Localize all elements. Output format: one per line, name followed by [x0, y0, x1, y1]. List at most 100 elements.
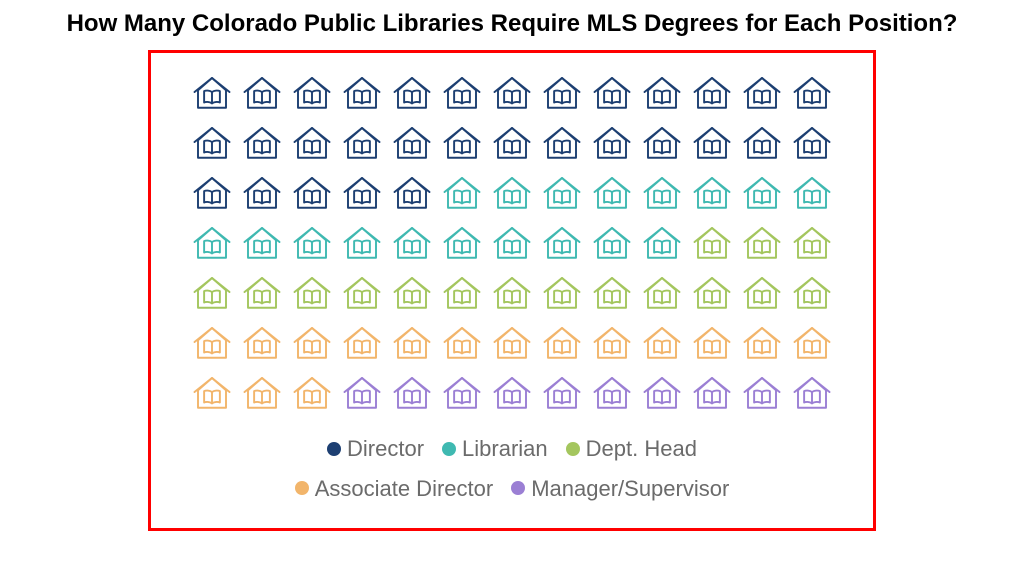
library-house-icon [391, 121, 433, 163]
library-house-icon [241, 171, 283, 213]
library-house-icon [191, 321, 233, 363]
legend-dot-icon [327, 442, 341, 456]
library-house-icon [691, 221, 733, 263]
library-house-icon [741, 121, 783, 163]
legend-dot-icon [295, 481, 309, 495]
library-house-icon [491, 121, 533, 163]
library-house-icon [191, 221, 233, 263]
legend-dot-icon [511, 481, 525, 495]
library-house-icon [341, 221, 383, 263]
library-house-icon [191, 271, 233, 313]
library-house-icon [641, 71, 683, 113]
library-house-icon [241, 271, 283, 313]
library-house-icon [691, 321, 733, 363]
library-house-icon [541, 171, 583, 213]
library-house-icon [241, 221, 283, 263]
library-house-icon [541, 271, 583, 313]
library-house-icon [341, 371, 383, 413]
library-house-icon [791, 221, 833, 263]
pictogram-grid [191, 71, 833, 413]
library-house-icon [791, 121, 833, 163]
library-house-icon [291, 71, 333, 113]
library-house-icon [491, 221, 533, 263]
legend-label: Librarian [462, 429, 548, 469]
library-house-icon [441, 121, 483, 163]
library-house-icon [441, 171, 483, 213]
library-house-icon [191, 371, 233, 413]
library-house-icon [591, 121, 633, 163]
library-house-icon [591, 71, 633, 113]
library-house-icon [191, 171, 233, 213]
library-house-icon [391, 371, 433, 413]
library-house-icon [691, 171, 733, 213]
library-house-icon [441, 221, 483, 263]
legend-label: Director [347, 429, 424, 469]
library-house-icon [741, 271, 783, 313]
legend-row: Director Librarian Dept. Head [295, 429, 730, 469]
library-house-icon [641, 321, 683, 363]
legend-item-associate-director: Associate Director [295, 469, 494, 509]
library-house-icon [291, 271, 333, 313]
library-house-icon [541, 71, 583, 113]
legend-row: Associate Director Manager/Supervisor [295, 469, 730, 509]
legend-label: Manager/Supervisor [531, 469, 729, 509]
library-house-icon [791, 171, 833, 213]
library-house-icon [241, 321, 283, 363]
library-house-icon [591, 171, 633, 213]
library-house-icon [741, 321, 783, 363]
legend-item-dept-head: Dept. Head [566, 429, 697, 469]
library-house-icon [641, 121, 683, 163]
library-house-icon [641, 371, 683, 413]
library-house-icon [241, 71, 283, 113]
legend-dot-icon [442, 442, 456, 456]
legend-dot-icon [566, 442, 580, 456]
library-house-icon [591, 321, 633, 363]
library-house-icon [741, 221, 783, 263]
library-house-icon [791, 271, 833, 313]
chart-title: How Many Colorado Public Libraries Requi… [67, 10, 958, 38]
library-house-icon [441, 71, 483, 113]
library-house-icon [741, 71, 783, 113]
library-house-icon [191, 71, 233, 113]
library-house-icon [741, 371, 783, 413]
library-house-icon [291, 321, 333, 363]
library-house-icon [391, 271, 433, 313]
library-house-icon [491, 171, 533, 213]
library-house-icon [541, 321, 583, 363]
library-house-icon [391, 221, 433, 263]
library-house-icon [691, 371, 733, 413]
library-house-icon [541, 371, 583, 413]
legend-label: Dept. Head [586, 429, 697, 469]
library-house-icon [291, 371, 333, 413]
library-house-icon [391, 171, 433, 213]
library-house-icon [391, 321, 433, 363]
library-house-icon [191, 121, 233, 163]
library-house-icon [741, 171, 783, 213]
library-house-icon [491, 71, 533, 113]
library-house-icon [441, 321, 483, 363]
legend-label: Associate Director [315, 469, 494, 509]
library-house-icon [541, 221, 583, 263]
library-house-icon [791, 321, 833, 363]
library-house-icon [441, 371, 483, 413]
library-house-icon [291, 121, 333, 163]
library-house-icon [291, 171, 333, 213]
library-house-icon [341, 271, 383, 313]
chart-container: DirectorLibrarianDept. HeadAssociate Dir… [148, 50, 876, 531]
library-house-icon [641, 171, 683, 213]
legend-item-librarian: Librarian [442, 429, 548, 469]
library-house-icon [341, 71, 383, 113]
library-house-icon [541, 121, 583, 163]
library-house-icon [491, 271, 533, 313]
library-house-icon [341, 321, 383, 363]
library-house-icon [591, 371, 633, 413]
library-house-icon [291, 221, 333, 263]
library-house-icon [691, 71, 733, 113]
library-house-icon [441, 271, 483, 313]
library-house-icon [391, 71, 433, 113]
library-house-icon [341, 121, 383, 163]
legend-item-director: Director [327, 429, 424, 469]
library-house-icon [791, 371, 833, 413]
legend-item-manager-supervisor: Manager/Supervisor [511, 469, 729, 509]
library-house-icon [691, 121, 733, 163]
